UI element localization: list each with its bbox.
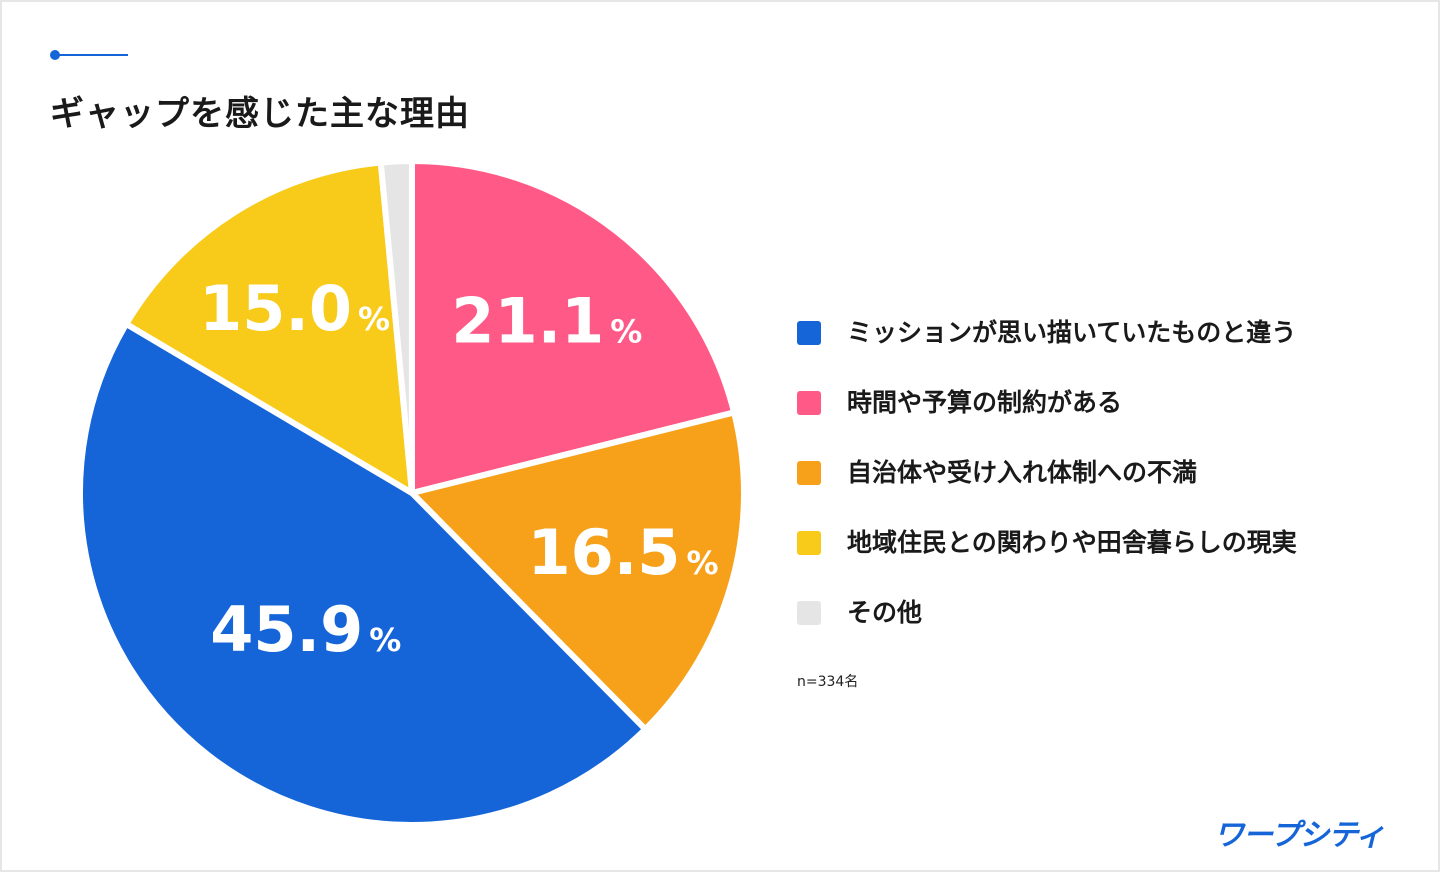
pie-slice-2 <box>77 320 649 828</box>
legend-label: ミッションが思い描いていたものと違う <box>847 318 1297 347</box>
pie-slice-label-1: 16.5% <box>527 516 718 589</box>
pie-slice-label-2: 45.9% <box>210 593 401 666</box>
accent-dot <box>50 50 60 60</box>
pie-slice-label-3: 15.0% <box>199 272 390 345</box>
title-accent-line <box>50 49 128 61</box>
legend-swatch <box>797 531 821 555</box>
pie-slice-4 <box>377 158 415 496</box>
legend-swatch <box>797 461 821 485</box>
legend-label: 自治体や受け入れ体制への不満 <box>847 458 1198 487</box>
sample-size-note: n=334名 <box>797 674 859 690</box>
legend-swatch <box>797 321 821 345</box>
chart-title: ギャップを感じた主な理由 <box>50 94 470 134</box>
legend-swatch <box>797 601 821 625</box>
legend-label: その他 <box>847 598 923 627</box>
pie-slice-1 <box>409 409 747 733</box>
legend-swatch <box>797 391 821 415</box>
pie-slice-0 <box>409 158 738 496</box>
legend-label: 地域住民との関わりや田舎暮らしの現実 <box>847 528 1297 557</box>
pie-slice-3 <box>123 159 415 496</box>
legend-label: 時間や予算の制約がある <box>847 388 1123 417</box>
pie-slice-label-0: 21.1% <box>451 284 642 357</box>
accent-line <box>56 54 128 56</box>
brand-logo: ワープシティ <box>1214 818 1385 853</box>
